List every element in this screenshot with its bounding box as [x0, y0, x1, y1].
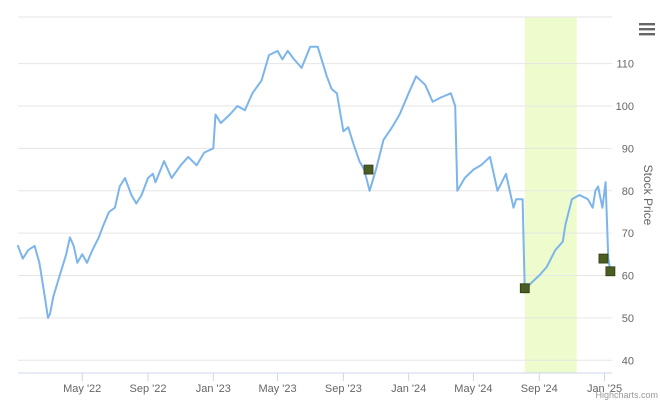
y-tick-label: 50 [622, 313, 634, 325]
y-tick-label: 80 [622, 186, 634, 198]
menu-icon-bar-top[interactable] [639, 23, 655, 26]
menu-icon-bar-middle[interactable] [639, 28, 655, 31]
x-tick-label: Jan '25 [587, 383, 622, 395]
stock-price-line [17, 45, 612, 319]
event-marker[interactable] [363, 164, 374, 175]
highlight-band [524, 17, 577, 373]
x-tick-label: May '22 [63, 383, 101, 395]
y-tick-label: 70 [622, 228, 634, 240]
grid-layer [18, 16, 612, 374]
menu-icon-bar-bottom[interactable] [639, 33, 655, 36]
x-tick-label: Jan '24 [391, 383, 426, 395]
y-axis-title: Stock Price [641, 165, 655, 226]
x-tick-label: May '23 [258, 383, 296, 395]
y-axis-labels: 40 50 60 70 80 90 100 110 [616, 59, 634, 368]
x-axis-labels: May '22 Sep '22 Jan '23 May '23 Sep '23 Jan '… [63, 373, 622, 395]
y-tick-label: 90 [622, 143, 634, 155]
x-tick-label: Jan '23 [196, 383, 231, 395]
y-tick-label: 40 [622, 355, 634, 367]
x-tick-label: Sep '22 [130, 383, 167, 395]
y-tick-label: 110 [616, 59, 634, 71]
event-marker[interactable] [605, 266, 616, 277]
event-marker[interactable] [598, 253, 609, 264]
y-tick-label: 100 [616, 101, 634, 113]
highlight-band-layer [524, 17, 577, 373]
x-tick-label: Sep '23 [325, 383, 362, 395]
menu-button[interactable] [632, 18, 656, 40]
x-tick-label: Sep '24 [521, 383, 558, 395]
event-marker[interactable] [519, 283, 530, 294]
series-layer [17, 45, 612, 319]
x-tick-label: May '24 [454, 383, 492, 395]
marker-layer [363, 164, 616, 294]
hamburger-menu-icon[interactable] [639, 23, 655, 36]
y-tick-label: 60 [622, 271, 634, 283]
credits-link[interactable]: Highcharts.com [595, 390, 658, 400]
